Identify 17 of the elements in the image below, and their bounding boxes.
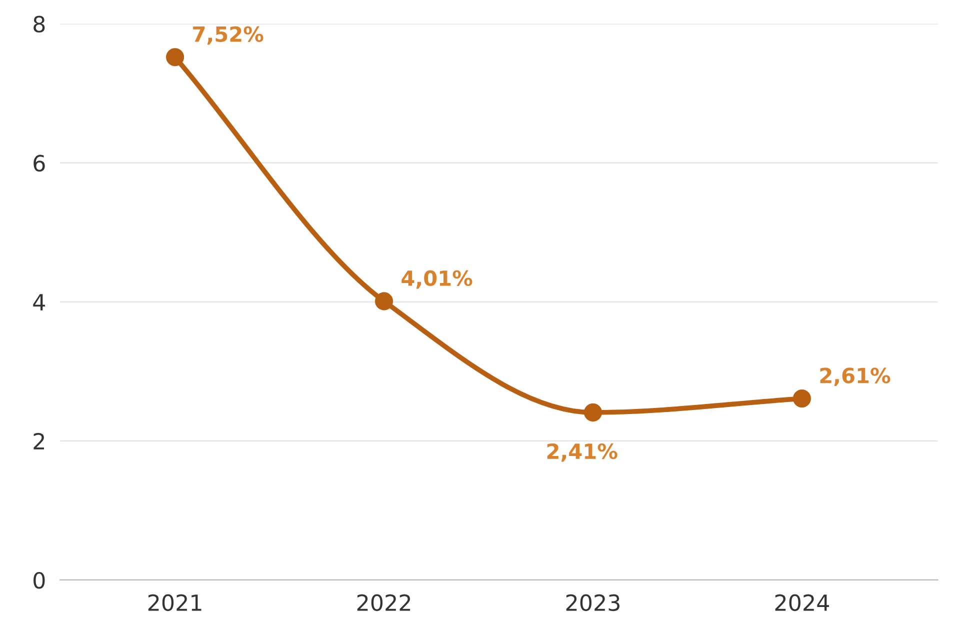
- data-label: 2,41%: [547, 443, 618, 462]
- x-tick-label: 2022: [357, 594, 410, 612]
- y-tick-label: 6: [34, 154, 45, 172]
- y-tick-label: 8: [34, 16, 45, 33]
- point: [792, 390, 811, 408]
- point: [584, 403, 602, 422]
- data-label: 2,61%: [820, 368, 890, 386]
- x-tick-label: 2021: [148, 594, 202, 612]
- point: [374, 292, 394, 310]
- y-tick-label: 2: [34, 432, 44, 450]
- point: [166, 48, 184, 66]
- data-label: 7,52%: [193, 26, 264, 45]
- y-tick-label: 4: [33, 294, 45, 310]
- x-tick-label: 2023: [566, 594, 620, 612]
- y-tick-label: 0: [34, 572, 45, 589]
- data-label: 4,01%: [402, 270, 472, 289]
- x-tick-label: 2024: [775, 594, 829, 612]
